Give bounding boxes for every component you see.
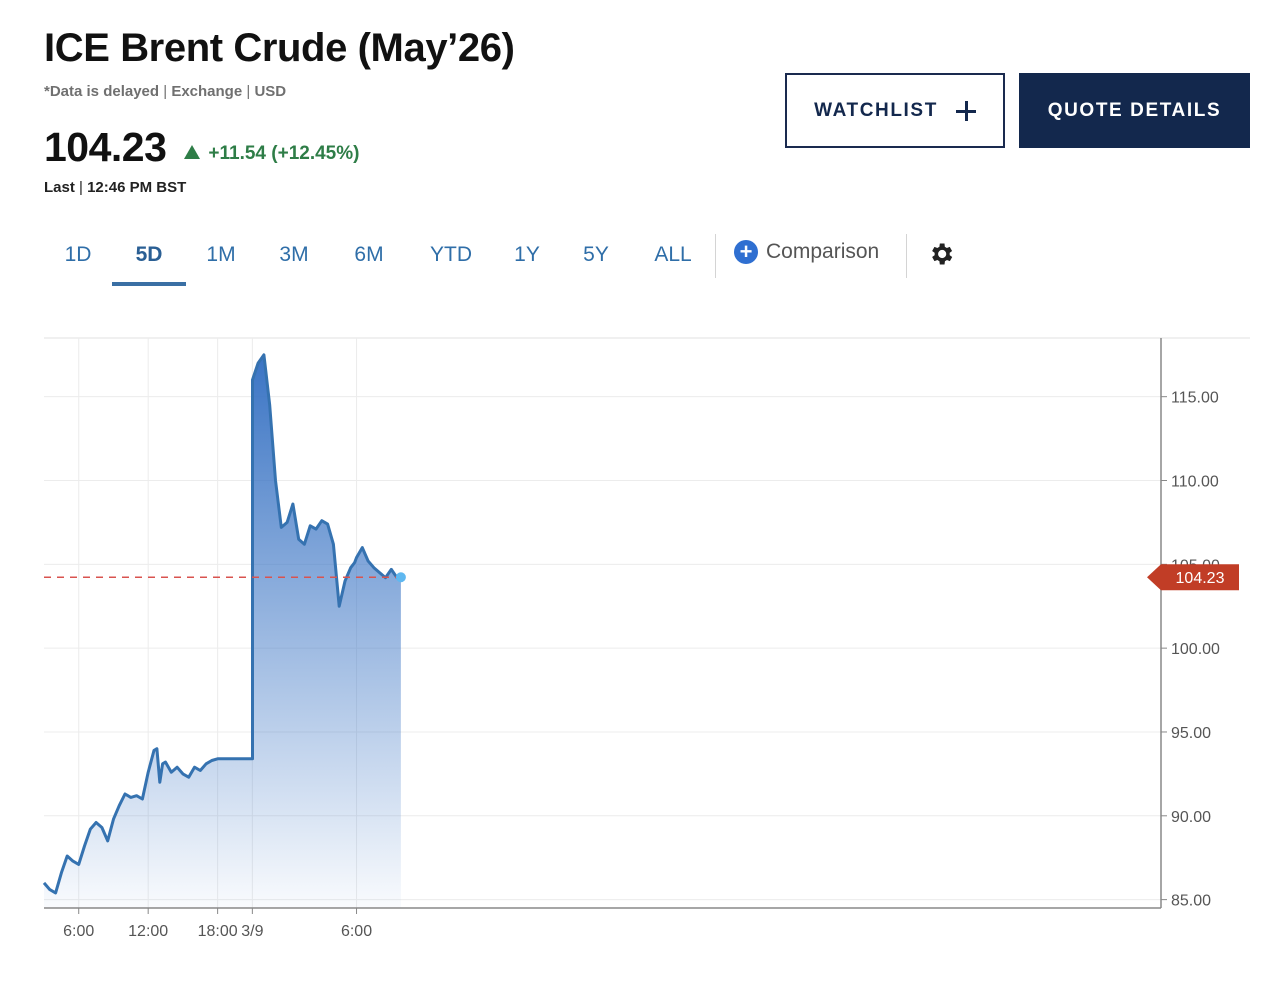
y-tick-label: 115.00 <box>1171 390 1219 407</box>
plus-icon <box>955 100 976 121</box>
x-tick-label: 12:00 <box>128 923 168 940</box>
y-tick-label: 100.00 <box>1171 641 1220 658</box>
watchlist-label: WATCHLIST <box>814 99 938 121</box>
tab-ytd[interactable]: YTD <box>430 243 472 266</box>
page-title: ICE Brent Crude (May’26) <box>44 26 515 70</box>
last-price: 104.23 <box>44 124 167 170</box>
tab-1m[interactable]: 1M <box>206 243 236 266</box>
last-time: 12:46 PM BST <box>87 179 187 196</box>
comparison-button[interactable]: + Comparison <box>734 240 879 264</box>
tab-all[interactable]: ALL <box>654 243 692 266</box>
arrow-up-icon <box>184 145 201 159</box>
x-tick-label: 6:00 <box>63 923 94 940</box>
x-tick-label: 18:00 <box>198 923 238 940</box>
exchange-label: Exchange <box>171 83 243 100</box>
y-tick-label: 110.00 <box>1171 474 1219 491</box>
quote-details-button[interactable]: QUOTE DETAILS <box>1019 73 1250 148</box>
tab-1d[interactable]: 1D <box>64 243 92 266</box>
delayed-note: *Data is delayed <box>44 83 160 100</box>
tab-5y[interactable]: 5Y <box>583 243 609 266</box>
last-price-tag-label: 104.23 <box>1176 570 1225 587</box>
last-price-tag <box>1147 564 1239 591</box>
y-tick-label: 85.00 <box>1171 893 1211 910</box>
gear-icon[interactable] <box>927 240 955 268</box>
tab-5d[interactable]: 5D <box>112 232 186 286</box>
tab-divider <box>906 234 907 278</box>
x-tick-label: 3/9 <box>241 923 263 940</box>
last-price-dot <box>395 572 406 583</box>
y-tick-label: 95.00 <box>1171 725 1211 742</box>
y-tick-label: 90.00 <box>1171 809 1211 826</box>
tab-1y[interactable]: 1Y <box>514 243 540 266</box>
x-tick-label: 6:00 <box>341 923 372 940</box>
comparison-label: Comparison <box>766 240 880 263</box>
quote-details-label: QUOTE DETAILS <box>1047 99 1222 121</box>
data-info-line: *Data is delayed | Exchange | USD <box>44 83 287 100</box>
tab-6m[interactable]: 6M <box>354 243 384 266</box>
price-area <box>44 354 401 908</box>
tab-3m[interactable]: 3M <box>279 243 309 266</box>
price-change: +11.54 (+12.45%) <box>184 143 359 165</box>
tab-divider <box>715 234 716 278</box>
plus-circle-icon: + <box>734 240 758 264</box>
last-timestamp: Last | 12:46 PM BST <box>44 179 187 196</box>
last-label: Last <box>44 179 75 196</box>
price-row: 104.23 +11.54 (+12.45%) <box>44 124 359 171</box>
watchlist-button[interactable]: WATCHLIST <box>785 73 1005 148</box>
price-change-value: +11.54 (+12.45%) <box>208 143 360 164</box>
currency-label: USD <box>254 83 287 100</box>
